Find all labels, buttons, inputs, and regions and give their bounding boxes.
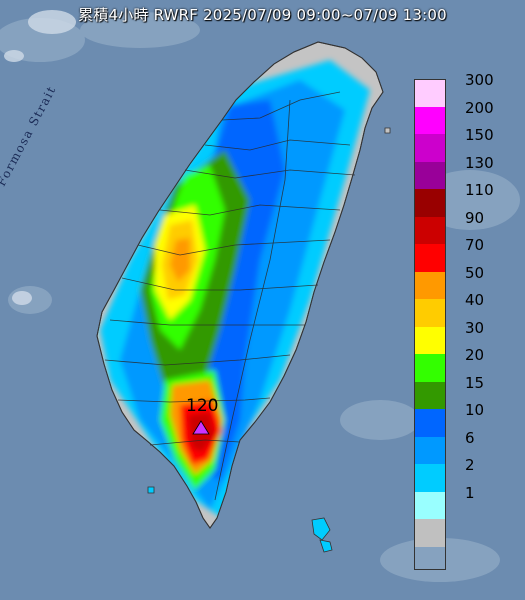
legend-color-swatch [414,244,446,272]
legend-value-label: 130 [465,153,494,172]
legend-color-swatch [414,381,446,409]
legend-row: 110 [414,181,509,217]
legend-color-swatch [414,436,446,464]
legend-row: 1 [414,484,509,519]
guishan-island [384,127,391,134]
legend-color-swatch [414,106,446,134]
orchid-island [319,539,333,553]
map-title: 累積4小時 RWRF 2025/07/09 09:00~07/09 13:00 [78,6,447,24]
legend-row [414,519,509,547]
legend-value-label: 70 [465,236,485,254]
legend-row: 10 [414,401,509,437]
legend-value-label: 2 [465,456,475,474]
legend-color-swatch [414,216,446,244]
legend-value-label: 90 [465,208,485,227]
legend-value-label: 20 [465,346,485,364]
legend-row: 40 [414,291,509,327]
legend-value-label: 150 [465,126,494,144]
satellite-cloud-bright [4,10,76,305]
legend-color-swatch [414,491,446,519]
legend-color-swatch [414,326,446,354]
legend-value-label: 40 [465,291,485,309]
taiwan-coastline [96,41,384,529]
legend-row: 15 [414,374,509,409]
legend-color-swatch [414,189,446,217]
legend-color-swatch [414,409,446,437]
legend-row: 30 [414,319,509,354]
max-rainfall-triangle-icon [192,420,210,435]
max-rainfall-value: 120 [186,396,219,416]
legend-row: 300 [414,71,509,107]
legend-color-swatch [414,161,446,189]
legend-value-label: 50 [465,263,485,282]
legend-row: 50 [414,264,509,299]
legend-row: 90 [414,209,509,244]
legend-value-label: 10 [465,401,485,419]
legend-color-swatch [414,79,446,107]
legend-color-swatch [414,299,446,327]
legend-row: 150 [414,126,509,162]
legend-value-label: 1 [465,483,475,502]
legend-value-label: 300 [465,71,494,89]
xiaoliuqiu [147,486,155,494]
legend-color-swatch [414,134,446,162]
legend-value-label: 30 [465,318,485,337]
county-boundaries [104,91,356,501]
legend-row: 70 [414,236,509,272]
legend-color-swatch [414,271,446,299]
legend-color-swatch [414,354,446,382]
rainfall-legend: 300 200 150 130 110 90 70 50 40 30 20 15 10 6 2 1 [414,71,509,547]
legend-value-label: 200 [465,98,494,117]
legend-color-swatch [414,464,446,492]
legend-value-label: 15 [465,373,485,392]
legend-row: 2 [414,456,509,492]
green-island [311,517,331,541]
legend-value-label: 6 [465,428,475,447]
legend-row: 130 [414,154,509,189]
legend-row: 200 [414,99,509,134]
legend-value-label: 110 [465,181,494,199]
legend-color-swatch [414,519,446,547]
legend-row: 20 [414,346,509,382]
legend-row: 6 [414,429,509,464]
